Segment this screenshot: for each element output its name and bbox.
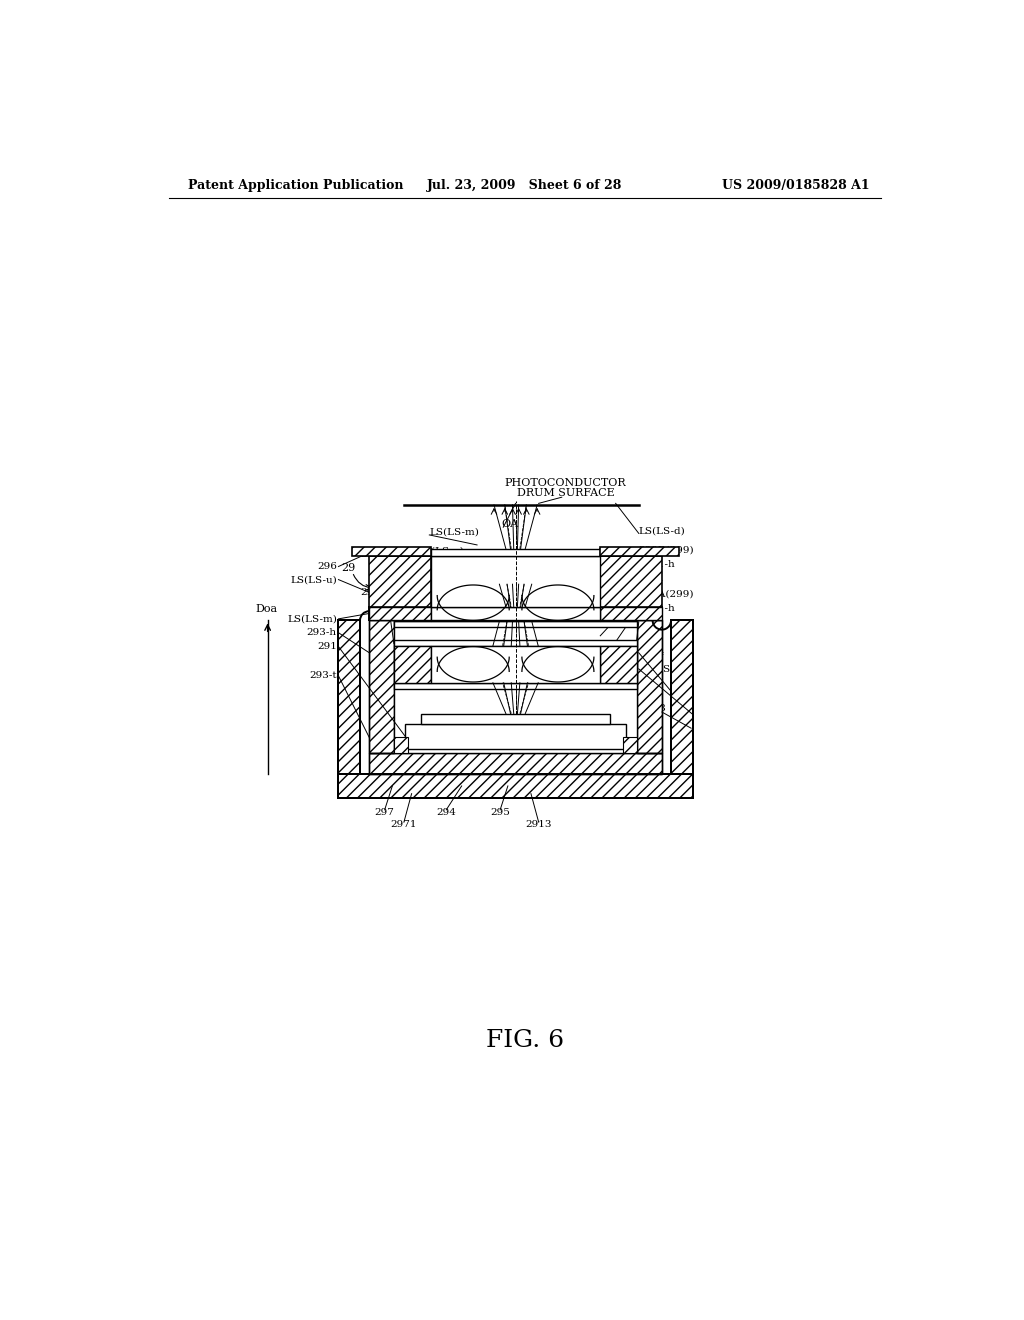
Bar — [394, 622, 637, 627]
Bar — [394, 578, 637, 585]
Bar — [600, 557, 662, 607]
Text: LS(LS-d): LS(LS-d) — [639, 527, 685, 536]
Bar — [394, 640, 637, 645]
Text: 293: 293 — [646, 705, 667, 713]
Bar — [671, 620, 692, 775]
Bar — [431, 645, 600, 682]
Bar — [370, 607, 662, 620]
Bar — [406, 725, 626, 748]
Text: 2991-h: 2991-h — [639, 603, 676, 612]
Bar — [370, 620, 394, 752]
Text: PHOTOCONDUCTOR: PHOTOCONDUCTOR — [505, 478, 627, 488]
Bar — [370, 752, 662, 775]
Bar — [431, 607, 600, 620]
Text: 2991-t: 2991-t — [360, 550, 394, 560]
Bar — [394, 578, 431, 620]
Bar — [600, 645, 637, 682]
Bar — [600, 549, 662, 557]
Bar — [637, 620, 662, 752]
Text: LS(LS-u): LS(LS-u) — [418, 546, 465, 556]
Text: US 2009/0185828 A1: US 2009/0185828 A1 — [722, 178, 869, 191]
Bar — [339, 775, 692, 797]
Text: 294: 294 — [436, 808, 457, 817]
Text: FIG. 6: FIG. 6 — [485, 1028, 564, 1052]
Bar — [394, 585, 431, 622]
Bar — [431, 578, 600, 620]
Text: LS(LS-d): LS(LS-d) — [639, 664, 685, 673]
Text: 295: 295 — [490, 808, 510, 817]
Bar — [671, 620, 692, 775]
Bar — [370, 607, 431, 620]
Text: 299A(299): 299A(299) — [639, 590, 694, 599]
Text: 293-t: 293-t — [309, 672, 337, 680]
Bar — [624, 738, 637, 752]
Bar — [600, 548, 679, 557]
Text: 29: 29 — [341, 564, 355, 573]
Bar — [600, 578, 637, 620]
Bar — [394, 620, 637, 752]
Bar — [600, 585, 637, 622]
Bar — [394, 738, 408, 752]
Text: LS(LS-u): LS(LS-u) — [290, 576, 337, 583]
Text: LS(LS-m): LS(LS-m) — [287, 614, 337, 623]
Text: Doa: Doa — [255, 603, 278, 614]
Text: Jul. 23, 2009   Sheet 6 of 28: Jul. 23, 2009 Sheet 6 of 28 — [427, 178, 623, 191]
Bar — [431, 549, 600, 557]
Bar — [431, 557, 600, 607]
Text: 2991-t: 2991-t — [360, 589, 394, 597]
Text: 299B(299): 299B(299) — [639, 545, 694, 554]
Bar — [394, 645, 431, 682]
Text: 2913: 2913 — [525, 820, 552, 829]
Text: 2991: 2991 — [639, 618, 666, 627]
Text: 291: 291 — [317, 642, 337, 651]
Bar — [370, 557, 431, 607]
Bar — [600, 607, 662, 620]
Text: 293-h: 293-h — [307, 628, 337, 638]
Bar — [370, 752, 662, 775]
Text: 2914: 2914 — [639, 648, 666, 657]
Text: DRUM SURFACE: DRUM SURFACE — [517, 488, 614, 499]
Bar — [339, 620, 360, 775]
Bar — [370, 549, 431, 557]
Text: Patent Application Publication: Patent Application Publication — [188, 178, 403, 191]
Bar — [339, 620, 360, 775]
Bar — [339, 775, 692, 797]
Text: 2971: 2971 — [391, 820, 417, 829]
Text: 2991-h: 2991-h — [639, 560, 676, 569]
Text: 297: 297 — [375, 808, 394, 817]
Bar — [431, 585, 600, 622]
Bar — [370, 620, 394, 752]
Text: 2991: 2991 — [639, 574, 666, 583]
Text: OA: OA — [502, 519, 519, 529]
Bar — [352, 548, 431, 557]
Bar — [421, 714, 610, 725]
Text: 296: 296 — [317, 562, 337, 572]
Bar — [637, 620, 662, 752]
Bar — [394, 682, 637, 689]
Text: LS(LS-m): LS(LS-m) — [429, 528, 479, 536]
